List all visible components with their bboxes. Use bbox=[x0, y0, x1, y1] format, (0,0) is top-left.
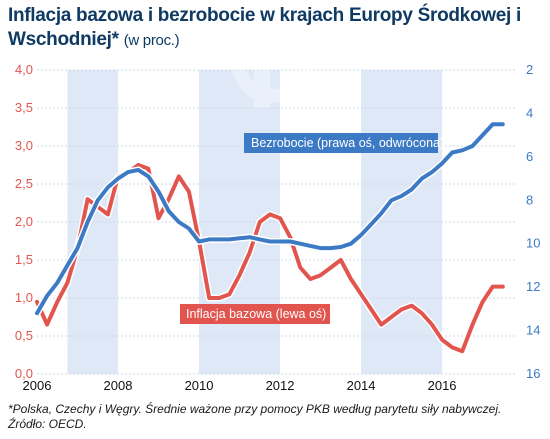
watermark-logo bbox=[231, 21, 313, 108]
inflation-line bbox=[35, 163, 505, 354]
left-tick-1: 0,5 bbox=[15, 328, 33, 343]
left-tick-5: 2,5 bbox=[15, 176, 33, 191]
left-tick-8: 4,0 bbox=[15, 62, 33, 77]
x-tick-5: 2016 bbox=[428, 378, 457, 393]
unemployment-callout-text: Bezrobocie (prawa oś, odwrócona) bbox=[251, 136, 444, 150]
unemployment-callout: Bezrobocie (prawa oś, odwrócona) bbox=[244, 133, 444, 153]
x-tick-2: 2010 bbox=[185, 378, 214, 393]
right-tick-6: 14 bbox=[526, 323, 540, 338]
footnote-line-1: *Polska, Czechy i Węgry. Średnie ważone … bbox=[8, 402, 502, 416]
shaded-period-1 bbox=[199, 70, 281, 374]
x-axis-ticks: 2006 2008 2010 2012 2014 2016 bbox=[23, 378, 457, 393]
x-tick-0: 2006 bbox=[23, 378, 52, 393]
chart-title-unit: (w proc.) bbox=[123, 32, 180, 49]
right-tick-4: 10 bbox=[526, 236, 540, 251]
right-tick-5: 12 bbox=[526, 279, 540, 294]
chart-title-main: Inflacja bazowa i bezrobocie w krajach E… bbox=[8, 5, 521, 50]
x-tick-1: 2008 bbox=[104, 378, 133, 393]
footnote: *Polska, Czechy i Węgry. Średnie ważone … bbox=[8, 402, 548, 432]
right-tick-1: 4 bbox=[526, 105, 533, 120]
left-tick-4: 2,0 bbox=[15, 214, 33, 229]
left-axis-ticks: 0,0 0,5 1,0 1,5 2,0 2,5 3,0 3,5 4,0 bbox=[15, 62, 33, 381]
left-tick-6: 3,0 bbox=[15, 138, 33, 153]
unemployment-line bbox=[35, 122, 505, 316]
x-tick-4: 2014 bbox=[347, 378, 376, 393]
chart-title: Inflacja bazowa i bezrobocie w krajach E… bbox=[8, 4, 543, 53]
left-tick-7: 3,5 bbox=[15, 100, 33, 115]
inflation-callout: Inflacja bazowa (lewa oś) bbox=[180, 304, 330, 324]
series-lines bbox=[33, 120, 507, 355]
right-tick-7: 16 bbox=[526, 366, 540, 381]
right-tick-2: 6 bbox=[526, 149, 533, 164]
right-axis-ticks: 2 4 6 8 10 12 14 16 bbox=[526, 62, 540, 381]
left-tick-2: 1,0 bbox=[15, 290, 33, 305]
left-tick-3: 1,5 bbox=[15, 252, 33, 267]
inflation-callout-text: Inflacja bazowa (lewa oś) bbox=[186, 307, 326, 321]
right-tick-3: 8 bbox=[526, 192, 533, 207]
x-tick-3: 2012 bbox=[266, 378, 295, 393]
right-tick-0: 2 bbox=[526, 62, 533, 77]
footnote-source: Źródło: OECD. bbox=[8, 417, 87, 431]
left-tick-0: 0,0 bbox=[15, 366, 33, 381]
